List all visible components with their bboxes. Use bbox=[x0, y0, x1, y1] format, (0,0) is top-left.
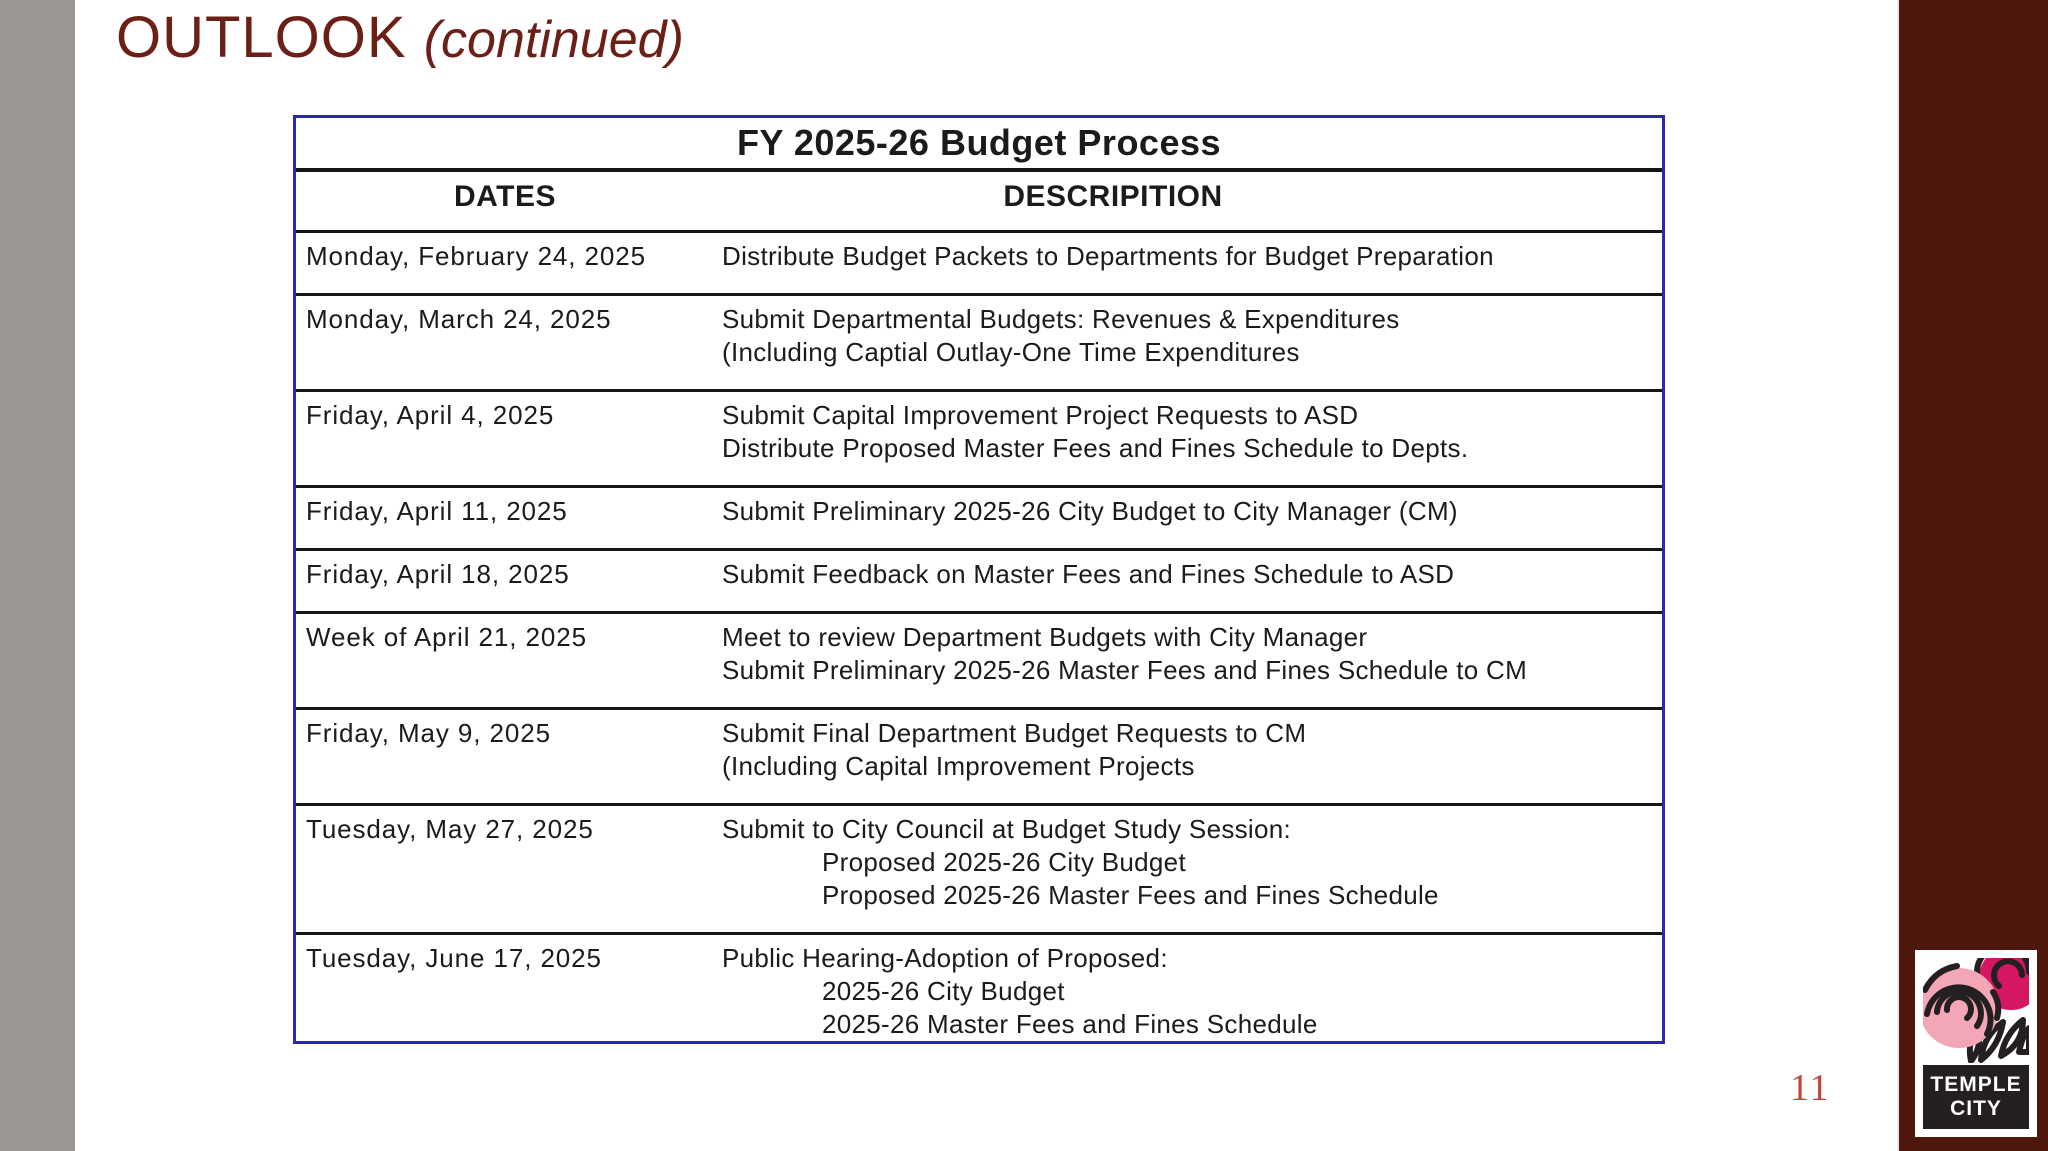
row-description: Submit Final Department Budget Requests … bbox=[722, 717, 1652, 803]
column-header-description: DESCRIPITION bbox=[1003, 180, 1223, 213]
table-header-row: DATES DESCRIPITION bbox=[296, 168, 1662, 230]
description-line: Submit to City Council at Budget Study S… bbox=[722, 814, 1292, 844]
logo-text-line2: CITY bbox=[1950, 1097, 2002, 1120]
description-line: Submit Capital Improvement Project Reque… bbox=[722, 400, 1359, 430]
logo-text-box: TEMPLE CITY bbox=[1923, 1065, 2029, 1129]
description-line: (Including Captial Outlay-One Time Expen… bbox=[722, 337, 1300, 367]
table-body: Monday, February 24, 2025 Distribute Budg… bbox=[296, 230, 1662, 1041]
row-description: Submit Feedback on Master Fees and Fines… bbox=[722, 558, 1652, 611]
budget-process-table: FY 2025-26 Budget Process DATES DESCRIPI… bbox=[293, 115, 1665, 1044]
description-line: Proposed 2025-26 Master Fees and Fines S… bbox=[822, 880, 1439, 910]
row-date: Tuesday, May 27, 2025 bbox=[306, 814, 594, 844]
description-line: Submit Preliminary 2025-26 Master Fees a… bbox=[722, 655, 1528, 685]
table-title: FY 2025-26 Budget Process bbox=[736, 122, 1222, 163]
page-number: 11 bbox=[1790, 1067, 1831, 1109]
table-row: Friday, April 11, 2025 Submit Preliminary… bbox=[296, 485, 1662, 548]
table-row: Friday, May 9, 2025 Submit Final Departme… bbox=[296, 707, 1662, 803]
row-date: Monday, February 24, 2025 bbox=[306, 241, 646, 271]
slide-title: OUTLOOK (continued) bbox=[116, 4, 684, 71]
row-date: Tuesday, June 17, 2025 bbox=[306, 943, 602, 973]
row-date: Friday, April 4, 2025 bbox=[306, 400, 555, 430]
table-row: Monday, February 24, 2025 Distribute Budg… bbox=[296, 230, 1662, 293]
table-row: Tuesday, May 27, 2025 Submit to City Coun… bbox=[296, 803, 1662, 932]
row-description: Submit to City Council at Budget Study S… bbox=[722, 813, 1652, 932]
temple-city-logo: TEMPLE CITY bbox=[1915, 950, 2037, 1137]
table-row: Friday, April 18, 2025 Submit Feedback on… bbox=[296, 548, 1662, 611]
table-row: Monday, March 24, 2025 Submit Departmenta… bbox=[296, 293, 1662, 389]
slide-title-suffix: (continued) bbox=[423, 11, 684, 69]
row-description: Distribute Budget Packets to Departments… bbox=[722, 240, 1652, 293]
column-header-dates: DATES bbox=[454, 180, 556, 213]
row-description: Meet to review Department Budgets with C… bbox=[722, 621, 1652, 707]
description-line: Proposed 2025-26 City Budget bbox=[822, 847, 1186, 877]
left-gray-bar bbox=[0, 0, 75, 1151]
description-line: Meet to review Department Budgets with C… bbox=[722, 622, 1368, 652]
description-line: Public Hearing-Adoption of Proposed: bbox=[722, 943, 1168, 973]
description-line: (Including Capital Improvement Projects bbox=[722, 751, 1195, 781]
right-maroon-bar: TEMPLE CITY bbox=[1897, 0, 2048, 1151]
table-row: Friday, April 4, 2025 Submit Capital Impr… bbox=[296, 389, 1662, 485]
row-date: Friday, May 9, 2025 bbox=[306, 718, 551, 748]
description-line: Submit Final Department Budget Requests … bbox=[722, 718, 1307, 748]
table-row: Week of April 21, 2025 Meet to review Dep… bbox=[296, 611, 1662, 707]
row-date: Friday, April 11, 2025 bbox=[306, 496, 568, 526]
description-line: 2025-26 City Budget bbox=[822, 976, 1065, 1006]
camellia-flower-icon bbox=[1923, 958, 2029, 1063]
description-line: Distribute Budget Packets to Departments… bbox=[722, 241, 1494, 271]
row-description: Submit Departmental Budgets: Revenues & … bbox=[722, 303, 1652, 389]
logo-text-line1: TEMPLE bbox=[1930, 1073, 2022, 1096]
description-line: Distribute Proposed Master Fees and Fine… bbox=[722, 433, 1469, 463]
row-description: Public Hearing-Adoption of Proposed: 2025… bbox=[722, 942, 1652, 1041]
row-description: Submit Capital Improvement Project Reque… bbox=[722, 399, 1652, 485]
description-line: Submit Feedback on Master Fees and Fines… bbox=[722, 559, 1455, 589]
row-date: Week of April 21, 2025 bbox=[306, 622, 587, 652]
row-date: Friday, April 18, 2025 bbox=[306, 559, 570, 589]
row-description: Submit Preliminary 2025-26 City Budget t… bbox=[722, 495, 1652, 548]
row-date: Monday, March 24, 2025 bbox=[306, 304, 612, 334]
description-line: Submit Preliminary 2025-26 City Budget t… bbox=[722, 496, 1458, 526]
description-line: Submit Departmental Budgets: Revenues & … bbox=[722, 304, 1400, 334]
description-line: 2025-26 Master Fees and Fines Schedule bbox=[822, 1009, 1318, 1039]
slide-title-text: OUTLOOK bbox=[116, 5, 407, 70]
table-row: Tuesday, June 17, 2025 Public Hearing-Ado… bbox=[296, 932, 1662, 1041]
